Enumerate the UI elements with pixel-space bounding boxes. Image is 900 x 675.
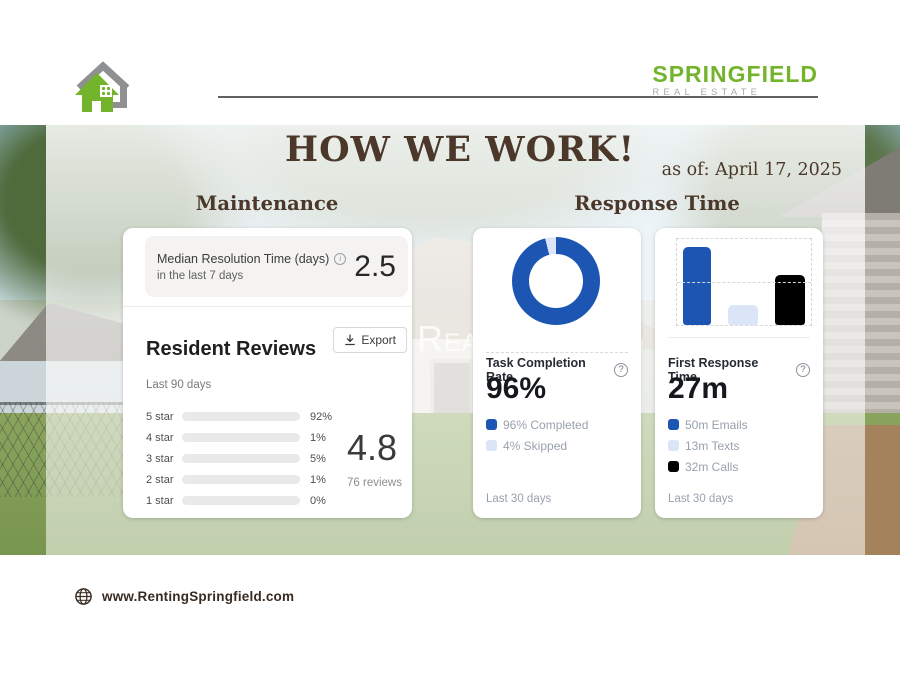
completion-legend: 96% Completed 4% Skipped: [486, 414, 588, 456]
response-legend: 50m Emails 13m Texts 32m Calls: [668, 414, 748, 477]
rating-label: 2 star: [146, 473, 174, 486]
footer: www.RentingSpringfield.com: [74, 587, 294, 606]
rating-label: 3 star: [146, 452, 174, 465]
rating-row-5star: 5 star 92%: [146, 406, 346, 427]
as-of-date: as of: April 17, 2025: [661, 160, 842, 180]
rating-percent: 1%: [310, 473, 326, 486]
completion-donut-chart: [512, 237, 600, 325]
download-icon: [345, 334, 356, 346]
card-divider: [123, 306, 412, 307]
completion-period: Last 30 days: [486, 493, 552, 505]
response-bar-chart: [676, 238, 812, 326]
page-title: HOW WE WORK!: [285, 129, 635, 170]
photo-watermark-text: Rea: [417, 318, 480, 359]
response-value: 27m: [668, 372, 729, 405]
website-link[interactable]: www.RentingSpringfield.com: [102, 589, 295, 604]
legend-label: 4% Skipped: [503, 438, 568, 453]
legend-item-texts: 13m Texts: [668, 435, 748, 456]
rating-track: [182, 433, 300, 442]
rating-label: 1 star: [146, 494, 174, 507]
median-resolution-panel: Median Resolution Time (days) in the las…: [145, 236, 408, 297]
rating-row-3star: 3 star 5%: [146, 448, 346, 469]
rating-row-4star: 4 star 1%: [146, 427, 346, 448]
bar-emails: [683, 246, 711, 325]
chart-gridline: [677, 282, 811, 283]
maintenance-card: Median Resolution Time (days) in the las…: [123, 228, 412, 518]
legend-label: 32m Calls: [685, 459, 739, 474]
rating-track: [182, 454, 300, 463]
legend-label: 96% Completed: [503, 417, 589, 432]
legend-item-skipped: 4% Skipped: [486, 435, 588, 456]
completion-value: 96%: [486, 372, 547, 405]
help-icon[interactable]: [796, 363, 810, 377]
emails-swatch: [668, 419, 679, 430]
skipped-swatch: [486, 440, 497, 451]
review-count: 76 reviews: [347, 477, 402, 489]
task-completion-card: Task Completion Rate 96% 96% Completed 4…: [473, 228, 641, 518]
bar-calls: [775, 274, 805, 325]
brand-subtitle: REAL ESTATE: [652, 87, 762, 98]
card-divider: [668, 337, 810, 338]
dashed-divider: [486, 352, 628, 353]
legend-label: 13m Texts: [685, 438, 740, 453]
section-header-maintenance: Maintenance: [195, 192, 339, 215]
rating-percent: 0%: [310, 494, 326, 507]
rating-percent: 92%: [310, 410, 333, 423]
legend-label: 50m Emails: [685, 417, 748, 432]
median-resolution-sublabel: in the last 7 days: [157, 269, 244, 282]
export-button[interactable]: Export: [333, 327, 407, 353]
texts-swatch: [668, 440, 679, 451]
rating-label: 4 star: [146, 431, 174, 444]
review-score-block: 4.8 76 reviews: [347, 427, 402, 490]
bar-texts: [728, 304, 758, 325]
completion-title-row: Task Completion Rate: [486, 356, 628, 384]
header-divider-line: [218, 96, 818, 98]
reviews-period: Last 90 days: [146, 379, 212, 391]
section-header-response-time: Response Time: [574, 192, 740, 215]
completion-title: Task Completion Rate: [486, 356, 586, 384]
rating-row-2star: 2 star 1%: [146, 469, 346, 490]
calls-swatch: [668, 461, 679, 472]
star-rating-chart: 5 star 92% 4 star 1% 3 star 5% 2 star 1%…: [146, 406, 346, 511]
legend-item-emails: 50m Emails: [668, 414, 748, 435]
export-button-label: Export: [361, 333, 396, 347]
response-title: First Response Time: [668, 356, 759, 384]
brand-name: SPRINGFIELD: [652, 61, 818, 87]
rating-percent: 5%: [310, 452, 326, 465]
legend-item-completed: 96% Completed: [486, 414, 588, 435]
review-score: 4.8: [347, 427, 398, 468]
median-resolution-label: Median Resolution Time (days): [157, 251, 330, 266]
legend-item-calls: 32m Calls: [668, 456, 748, 477]
rating-track: [182, 475, 300, 484]
rating-percent: 1%: [310, 431, 326, 444]
response-period: Last 30 days: [668, 493, 734, 505]
rating-track: [182, 496, 300, 505]
response-title-row: First Response Time: [668, 356, 810, 384]
rating-track: [182, 412, 300, 421]
globe-icon: [75, 588, 92, 605]
info-icon[interactable]: [334, 252, 347, 265]
completed-swatch: [486, 419, 497, 430]
house-logo-icon: [75, 61, 130, 112]
reviews-title: Resident Reviews: [146, 338, 317, 360]
median-resolution-labels: Median Resolution Time (days) in the las…: [157, 251, 347, 282]
median-resolution-value: 2.5: [354, 249, 396, 283]
rating-row-1star: 1 star 0%: [146, 490, 346, 511]
help-icon[interactable]: [614, 363, 628, 377]
brand-wordmark: SPRINGFIELD REAL ESTATE: [652, 62, 818, 98]
rating-label: 5 star: [146, 410, 174, 423]
first-response-card: First Response Time 27m 50m Emails 13m T…: [655, 228, 823, 518]
